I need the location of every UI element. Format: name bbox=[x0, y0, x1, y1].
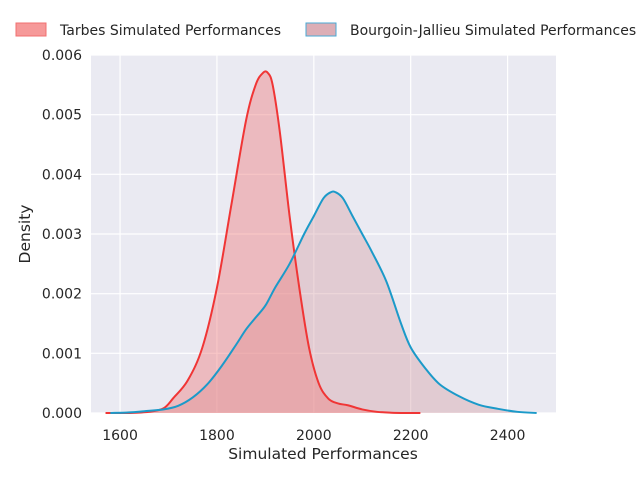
x-tick-labels: 1600 1800 2000 2200 2400 bbox=[102, 428, 525, 444]
y-tick-label: 0.001 bbox=[42, 346, 82, 362]
series-area-1 bbox=[110, 191, 537, 413]
y-tick-label: 0.003 bbox=[42, 227, 82, 243]
y-tick-label: 0.006 bbox=[42, 48, 82, 64]
y-tick-labels: 0.000 0.001 0.002 0.003 0.004 0.005 0.006 bbox=[42, 48, 82, 422]
y-tick-label: 0.004 bbox=[42, 167, 82, 183]
x-tick-label: 1800 bbox=[199, 428, 235, 444]
x-tick-label: 1600 bbox=[102, 428, 138, 444]
legend-label-bourgoin: Bourgoin-Jallieu Simulated Performances bbox=[350, 23, 636, 39]
series-line-1 bbox=[110, 190, 537, 414]
series-areas bbox=[105, 71, 537, 413]
x-tick-label: 2000 bbox=[296, 428, 332, 444]
legend-label-tarbes: Tarbes Simulated Performances bbox=[59, 23, 281, 39]
legend-swatch-bourgoin bbox=[305, 22, 337, 37]
y-tick-label: 0.002 bbox=[42, 287, 82, 303]
y-axis-label: Density bbox=[16, 205, 34, 264]
y-tick-label: 0.005 bbox=[42, 108, 82, 124]
x-tick-label: 2400 bbox=[490, 428, 526, 444]
x-tick-label: 2200 bbox=[393, 428, 429, 444]
x-axis-label: Simulated Performances bbox=[228, 445, 418, 463]
series-line-0 bbox=[105, 70, 421, 415]
series-area-0 bbox=[105, 71, 421, 413]
y-tick-label: 0.000 bbox=[42, 406, 82, 422]
series-lines bbox=[105, 70, 537, 415]
grid-lines bbox=[91, 54, 556, 414]
legend: Tarbes Simulated Performances Bourgoin-J… bbox=[15, 22, 636, 39]
legend-swatch-tarbes bbox=[15, 22, 47, 37]
